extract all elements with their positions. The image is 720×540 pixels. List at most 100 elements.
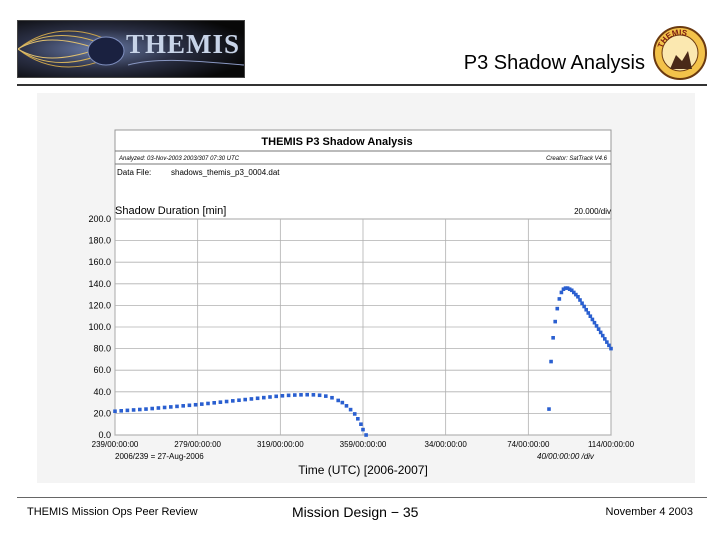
data-point xyxy=(187,403,192,408)
data-point xyxy=(144,407,148,411)
x-axis-title: Time (UTC) [2006-2007] xyxy=(298,463,428,477)
logo-magnetosphere-graphic xyxy=(18,21,244,77)
data-point xyxy=(356,417,360,421)
data-point xyxy=(586,311,591,315)
data-point xyxy=(311,393,316,397)
y-tick-label: 40.0 xyxy=(93,387,111,397)
data-point xyxy=(359,422,363,426)
data-point xyxy=(262,395,266,400)
data-point xyxy=(344,404,349,408)
data-point xyxy=(561,287,566,291)
data-point xyxy=(119,409,123,413)
data-point xyxy=(125,408,130,413)
data-point xyxy=(324,394,328,398)
x-division-label: 40/00:00:00 /div xyxy=(537,452,595,461)
x-start-date-label: 2006/239 = 27-Aug-2006 xyxy=(115,452,204,461)
data-point xyxy=(563,286,568,290)
data-point xyxy=(559,290,564,295)
x-tick-label: 34/00:00:00 xyxy=(425,440,468,449)
data-point xyxy=(317,393,322,398)
data-point xyxy=(193,402,198,407)
shadow-analysis-chart: THEMIS P3 Shadow Analysis Analyzed: 03-N… xyxy=(88,129,635,477)
data-point xyxy=(299,393,303,397)
data-point xyxy=(361,427,365,432)
data-point xyxy=(572,290,576,295)
data-point xyxy=(131,408,136,412)
report-analyzed: Analyzed: 03-Nov-2003 2003/307 07:30 UTC xyxy=(118,156,240,162)
header-divider xyxy=(17,84,707,86)
data-point xyxy=(200,402,204,406)
data-point xyxy=(549,359,553,364)
data-point xyxy=(156,406,161,410)
data-point xyxy=(237,398,241,403)
data-point xyxy=(169,405,173,409)
data-point xyxy=(249,397,254,401)
data-point xyxy=(255,396,260,401)
data-point xyxy=(607,343,611,348)
footer-date: November 4 2003 xyxy=(605,506,693,518)
data-point xyxy=(584,307,588,312)
data-point xyxy=(592,320,597,325)
y-division-label: 20.000/div xyxy=(574,207,611,216)
data-point xyxy=(150,406,154,411)
data-point xyxy=(578,298,582,302)
footer-center: Mission Design − 35 xyxy=(292,504,419,520)
data-point xyxy=(286,393,291,398)
themis-mission-seal: THEMIS xyxy=(653,26,707,80)
data-point xyxy=(574,292,578,297)
data-point xyxy=(243,397,247,402)
data-point xyxy=(553,319,557,324)
y-tick-label: 80.0 xyxy=(93,344,111,354)
data-point xyxy=(598,330,603,335)
data-point xyxy=(268,395,272,399)
data-point xyxy=(293,393,297,397)
data-point xyxy=(569,288,574,293)
x-tick-label: 74/00:00:00 xyxy=(507,440,550,449)
data-point xyxy=(340,400,345,405)
data-point xyxy=(582,304,586,309)
data-point xyxy=(609,346,613,351)
y-tick-label: 20.0 xyxy=(93,408,111,418)
data-point xyxy=(603,337,607,341)
data-point xyxy=(280,393,285,398)
y-tick-label: 160.0 xyxy=(88,257,111,267)
data-point xyxy=(557,297,562,301)
data-point xyxy=(330,395,334,400)
y-tick-label: 0.0 xyxy=(98,430,111,440)
themis-logo: THEMIS xyxy=(17,20,245,78)
y-tick-label: 120.0 xyxy=(88,300,111,310)
data-point xyxy=(596,327,601,331)
data-point xyxy=(600,333,605,338)
data-point xyxy=(588,314,593,318)
x-tick-label: 319/00:00:00 xyxy=(257,440,304,449)
data-point xyxy=(218,400,223,404)
footer-divider xyxy=(17,497,707,498)
footer-left: THEMIS Mission Ops Peer Review xyxy=(27,506,198,518)
x-tick-label: 279/00:00:00 xyxy=(174,440,221,449)
y-tick-label: 140.0 xyxy=(88,279,111,289)
x-tick-label: 239/00:00:00 xyxy=(92,440,139,449)
data-point xyxy=(352,412,357,416)
x-tick-label: 359/00:00:00 xyxy=(340,440,387,449)
data-point xyxy=(138,407,142,412)
y-tick-label: 200.0 xyxy=(88,214,111,224)
data-point xyxy=(605,340,609,344)
data-point xyxy=(231,399,235,403)
y-tick-label: 180.0 xyxy=(88,236,111,246)
data-point xyxy=(224,399,229,404)
data-point xyxy=(212,401,216,405)
data-point xyxy=(181,404,185,408)
data-point xyxy=(364,433,368,437)
data-point xyxy=(348,407,353,412)
data-point xyxy=(551,336,555,340)
report-data-file-label: Data File: xyxy=(117,168,151,177)
logo-text: THEMIS xyxy=(126,29,241,59)
x-tick-label: 114/00:00:00 xyxy=(588,440,635,449)
data-point xyxy=(555,306,560,311)
report-data-file: shadows_themis_p3_0004.dat xyxy=(171,168,280,177)
data-point xyxy=(336,398,340,403)
report-title: THEMIS P3 Shadow Analysis xyxy=(261,136,412,148)
y-tick-label: 100.0 xyxy=(88,322,111,332)
data-point xyxy=(590,317,595,322)
data-point xyxy=(547,407,551,411)
